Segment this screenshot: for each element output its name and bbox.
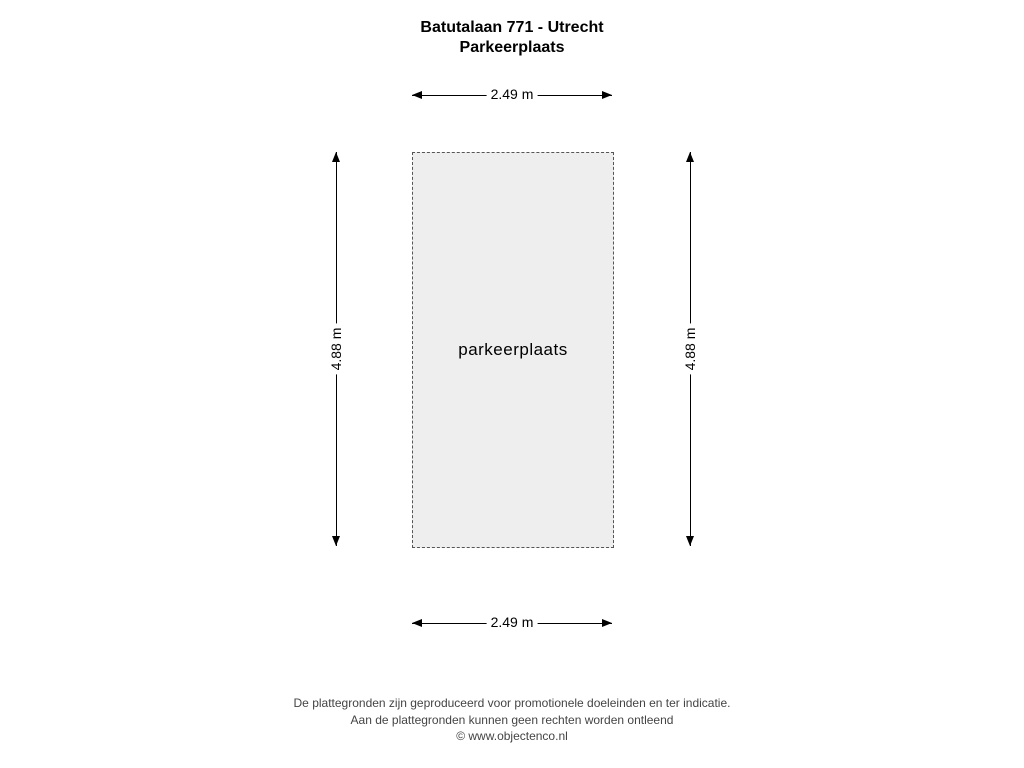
arrow-up-icon [686, 152, 694, 162]
floorplan-room-label: parkeerplaats [458, 340, 568, 360]
footer-disclaimer: De plattegronden zijn geproduceerd voor … [0, 695, 1024, 744]
arrow-down-icon [686, 536, 694, 546]
arrow-right-icon [602, 619, 612, 627]
floorplan-page: Batutalaan 771 - Utrecht Parkeerplaats p… [0, 0, 1024, 768]
footer-line-1: De plattegronden zijn geproduceerd voor … [0, 695, 1024, 711]
title-line-1: Batutalaan 771 - Utrecht [0, 18, 1024, 38]
footer-line-3: © www.objectenco.nl [0, 728, 1024, 744]
footer-line-2: Aan de plattegronden kunnen geen rechten… [0, 712, 1024, 728]
dimension-label-top: 2.49 m [487, 86, 538, 102]
arrow-up-icon [332, 152, 340, 162]
arrow-left-icon [412, 91, 422, 99]
arrow-left-icon [412, 619, 422, 627]
dimension-label-right: 4.88 m [682, 324, 698, 375]
floorplan-room: parkeerplaats [412, 152, 614, 548]
arrow-down-icon [332, 536, 340, 546]
arrow-right-icon [602, 91, 612, 99]
dimension-label-bottom: 2.49 m [487, 614, 538, 630]
title-block: Batutalaan 771 - Utrecht Parkeerplaats [0, 18, 1024, 58]
dimension-label-left: 4.88 m [328, 324, 344, 375]
title-line-2: Parkeerplaats [0, 38, 1024, 58]
